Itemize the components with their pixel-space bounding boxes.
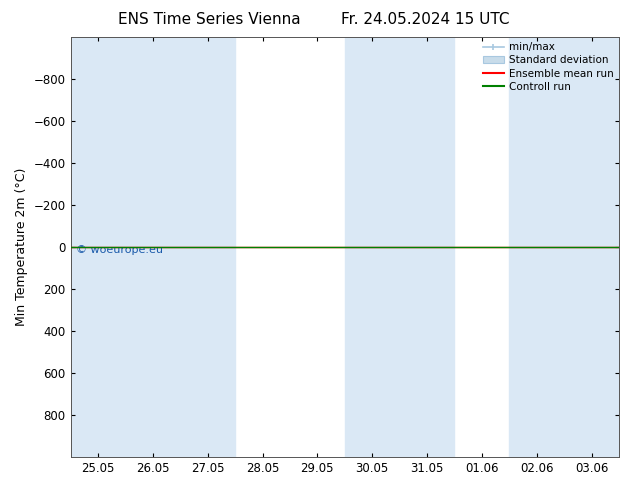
Bar [399, 37, 455, 457]
Bar [564, 37, 619, 457]
Y-axis label: Min Temperature 2m (°C): Min Temperature 2m (°C) [15, 168, 28, 326]
Text: Fr. 24.05.2024 15 UTC: Fr. 24.05.2024 15 UTC [340, 12, 509, 27]
Bar [509, 37, 564, 457]
Bar [345, 37, 399, 457]
Text: © woeurope.eu: © woeurope.eu [76, 245, 163, 255]
Bar [180, 37, 235, 457]
Bar [126, 37, 180, 457]
Legend: min/max, Standard deviation, Ensemble mean run, Controll run: min/max, Standard deviation, Ensemble me… [483, 42, 614, 92]
Text: ENS Time Series Vienna: ENS Time Series Vienna [118, 12, 301, 27]
Bar [70, 37, 126, 457]
